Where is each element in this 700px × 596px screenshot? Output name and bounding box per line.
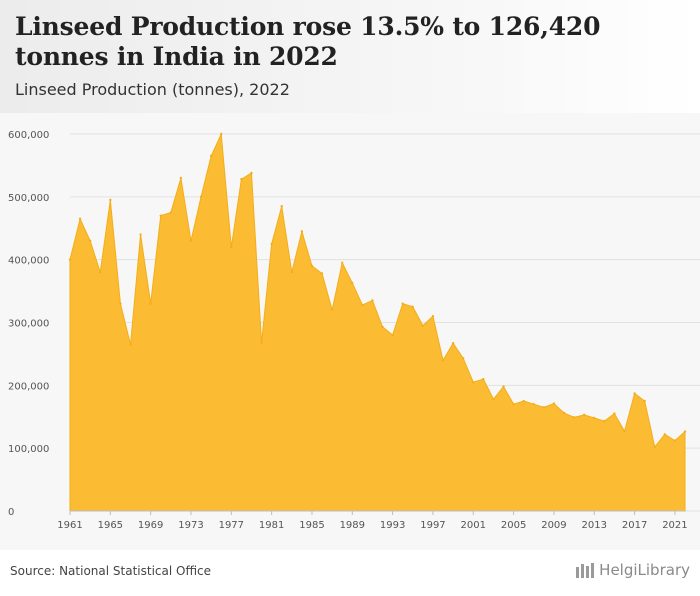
data-point[interactable] bbox=[391, 333, 394, 337]
data-point[interactable] bbox=[78, 217, 82, 221]
data-point[interactable] bbox=[603, 419, 606, 423]
x-tick-label: 1997 bbox=[420, 520, 445, 531]
data-point[interactable] bbox=[522, 399, 525, 403]
data-point[interactable] bbox=[562, 411, 566, 415]
data-point[interactable] bbox=[260, 341, 263, 344]
data-point[interactable] bbox=[421, 324, 425, 327]
data-point[interactable] bbox=[673, 439, 677, 442]
data-point[interactable] bbox=[99, 271, 102, 274]
x-tick-label: 1985 bbox=[299, 520, 324, 531]
data-point[interactable] bbox=[129, 343, 132, 346]
data-point[interactable] bbox=[643, 399, 646, 403]
library-icon bbox=[576, 563, 595, 578]
data-point[interactable] bbox=[371, 299, 374, 302]
x-tick-label: 2001 bbox=[461, 520, 486, 531]
data-point[interactable] bbox=[159, 214, 162, 217]
data-point[interactable] bbox=[149, 302, 152, 305]
y-tick-label: 500,000 bbox=[8, 193, 49, 204]
data-point[interactable] bbox=[542, 406, 546, 409]
data-point[interactable] bbox=[351, 281, 354, 285]
chart-title: Linseed Production rose 13.5% to 126,420… bbox=[15, 12, 601, 71]
data-point[interactable] bbox=[683, 430, 687, 433]
data-point[interactable] bbox=[68, 258, 72, 261]
data-point[interactable] bbox=[381, 325, 384, 329]
x-tick-label: 1977 bbox=[219, 520, 244, 531]
y-tick-label: 600,000 bbox=[8, 130, 49, 141]
data-point[interactable] bbox=[320, 272, 324, 275]
data-point[interactable] bbox=[451, 342, 455, 345]
x-tick-label: 1969 bbox=[138, 520, 163, 531]
data-point[interactable] bbox=[119, 302, 122, 305]
data-point[interactable] bbox=[613, 412, 616, 415]
data-point[interactable] bbox=[411, 305, 414, 308]
x-tick-label: 1989 bbox=[340, 520, 365, 531]
data-point[interactable] bbox=[230, 245, 233, 249]
data-point[interactable] bbox=[441, 359, 445, 362]
data-point[interactable] bbox=[209, 154, 213, 158]
x-tick-label: 2009 bbox=[541, 520, 566, 531]
data-point[interactable] bbox=[361, 303, 364, 307]
data-point[interactable] bbox=[88, 239, 92, 243]
y-tick-label: 200,000 bbox=[8, 381, 49, 392]
x-tick-label: 2005 bbox=[501, 520, 526, 531]
data-point[interactable] bbox=[341, 261, 344, 265]
data-point[interactable] bbox=[582, 413, 586, 417]
logo-text: HelgiLibrary bbox=[599, 561, 690, 579]
area-chart: 0 100,000 200,000 300,000 400,000 500,000 600,… bbox=[8, 130, 700, 531]
area-series bbox=[68, 132, 687, 512]
data-point[interactable] bbox=[189, 239, 193, 243]
y-tick-label: 300,000 bbox=[8, 319, 49, 330]
y-tick-label: 0 bbox=[8, 507, 14, 518]
chart-subtitle: Linseed Production (tonnes), 2022 bbox=[15, 80, 290, 99]
data-point[interactable] bbox=[633, 392, 636, 395]
x-tick-label: 1993 bbox=[380, 520, 405, 531]
x-tick-label: 1981 bbox=[259, 520, 284, 531]
data-point[interactable] bbox=[472, 380, 475, 384]
data-point[interactable] bbox=[653, 445, 656, 449]
x-tick-label: 2017 bbox=[622, 520, 647, 531]
y-tick-label: 100,000 bbox=[8, 444, 49, 455]
x-tick-label: 2013 bbox=[582, 520, 607, 531]
data-point[interactable] bbox=[492, 397, 495, 401]
data-point[interactable] bbox=[199, 195, 203, 199]
data-point[interactable] bbox=[179, 176, 183, 180]
data-point[interactable] bbox=[300, 230, 304, 233]
data-point[interactable] bbox=[330, 308, 334, 312]
data-point[interactable] bbox=[623, 430, 626, 433]
x-tick-label: 1961 bbox=[57, 520, 82, 531]
source-note: Source: National Statistical Office bbox=[10, 564, 212, 578]
data-point[interactable] bbox=[401, 302, 404, 305]
data-point[interactable] bbox=[250, 171, 253, 175]
x-tick-label: 2021 bbox=[662, 520, 687, 531]
data-point[interactable] bbox=[280, 205, 283, 208]
data-point[interactable] bbox=[431, 315, 435, 318]
data-point[interactable] bbox=[502, 385, 505, 388]
data-point[interactable] bbox=[270, 242, 273, 246]
data-point[interactable] bbox=[139, 233, 142, 236]
axes: 0 100,000 200,000 300,000 400,000 500,000 600,… bbox=[8, 130, 688, 531]
header: Linseed Production rose 13.5% to 126,420… bbox=[0, 0, 700, 113]
data-point[interactable] bbox=[240, 178, 243, 181]
data-point[interactable] bbox=[290, 271, 294, 274]
data-point[interactable] bbox=[663, 433, 667, 436]
data-point[interactable] bbox=[109, 198, 112, 202]
x-tick-label: 1965 bbox=[98, 520, 123, 531]
data-point[interactable] bbox=[572, 416, 576, 419]
data-point[interactable] bbox=[482, 377, 485, 381]
x-tick-label: 1973 bbox=[178, 520, 203, 531]
data-point[interactable] bbox=[532, 402, 535, 406]
data-point[interactable] bbox=[552, 402, 556, 405]
y-tick-label: 400,000 bbox=[8, 256, 49, 267]
helgilibrary-logo[interactable]: HelgiLibrary bbox=[575, 561, 690, 579]
data-point[interactable] bbox=[461, 357, 465, 360]
data-point[interactable] bbox=[512, 402, 515, 406]
data-point[interactable] bbox=[169, 211, 173, 214]
data-point[interactable] bbox=[593, 416, 596, 420]
data-point[interactable] bbox=[310, 264, 314, 268]
data-point[interactable] bbox=[220, 132, 223, 136]
